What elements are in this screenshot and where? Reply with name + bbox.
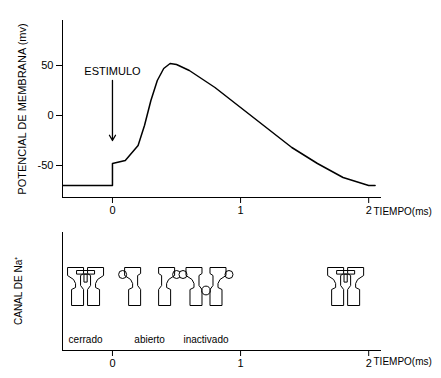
svg-text:ESTIMULO: ESTIMULO bbox=[84, 65, 141, 77]
svg-text:0: 0 bbox=[109, 204, 115, 216]
svg-text:1: 1 bbox=[238, 204, 244, 216]
svg-text:inactivado: inactivado bbox=[183, 334, 228, 345]
svg-text:POTENCIAL DE MEMBRANA (mv): POTENCIAL DE MEMBRANA (mv) bbox=[16, 23, 28, 194]
svg-text:TIEMPO(ms): TIEMPO(ms) bbox=[374, 206, 432, 217]
svg-text:2: 2 bbox=[366, 204, 372, 216]
svg-text:50: 50 bbox=[41, 59, 53, 71]
svg-text:abierto: abierto bbox=[134, 334, 165, 345]
svg-text:1: 1 bbox=[238, 357, 244, 369]
svg-text:2: 2 bbox=[366, 357, 372, 369]
svg-text:0: 0 bbox=[47, 109, 53, 121]
svg-text:TIEMPO(ms): TIEMPO(ms) bbox=[374, 356, 432, 367]
svg-text:0: 0 bbox=[109, 357, 115, 369]
html-text:CANAL DE Na⁺: CANAL DE Na⁺ bbox=[13, 256, 24, 326]
svg-text:cerrado: cerrado bbox=[69, 334, 103, 345]
svg-text:-50: -50 bbox=[38, 159, 54, 171]
